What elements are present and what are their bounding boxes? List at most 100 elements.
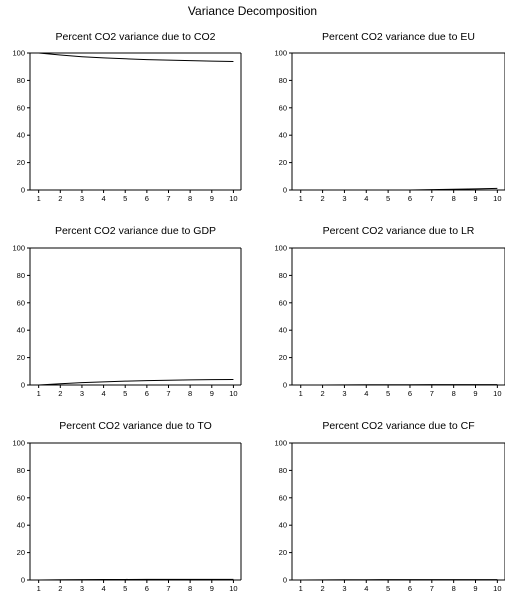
- x-tick-label: 4: [101, 194, 105, 203]
- y-tick-label: 40: [17, 131, 25, 140]
- y-tick-label: 100: [274, 49, 287, 58]
- y-tick-label: 80: [279, 466, 287, 475]
- x-tick-label: 6: [408, 194, 412, 203]
- y-tick-label: 0: [283, 576, 287, 585]
- x-tick-label: 5: [386, 584, 390, 592]
- y-tick-label: 100: [12, 49, 25, 58]
- x-tick-label: 5: [386, 389, 390, 398]
- x-tick-label: 10: [493, 584, 501, 592]
- x-tick-label: 6: [145, 584, 149, 592]
- x-tick-label: 7: [430, 389, 434, 398]
- x-tick-label: 10: [493, 389, 501, 398]
- x-tick-label: 9: [473, 389, 477, 398]
- y-tick-label: 20: [17, 548, 25, 557]
- series-line-1: [38, 52, 234, 62]
- panel-title: Percent CO2 variance due to EU: [322, 31, 475, 43]
- panel-title: Percent CO2 variance due to CF: [322, 420, 474, 432]
- x-tick-label: 1: [299, 389, 303, 398]
- y-tick-label: 60: [17, 298, 25, 307]
- y-tick-label: 20: [17, 353, 25, 362]
- x-tick-label: 9: [210, 584, 214, 592]
- x-tick-label: 6: [145, 194, 149, 203]
- x-tick-label: 1: [299, 584, 303, 592]
- x-tick-label: 7: [430, 194, 434, 203]
- y-tick-label: 60: [17, 103, 25, 112]
- x-tick-label: 6: [145, 389, 149, 398]
- x-tick-label: 6: [408, 389, 412, 398]
- chart-panel-1: Percent CO2 variance due to CO2 0 20 40 60 80…: [12, 31, 242, 203]
- x-tick-label: 7: [166, 389, 170, 398]
- x-tick-label: 10: [229, 389, 237, 398]
- y-tick-label: 40: [17, 521, 25, 530]
- x-tick-label: 7: [430, 584, 434, 592]
- chart-panel-5: Percent CO2 variance due to TO 0 20 40 60 80 1…: [12, 420, 242, 592]
- y-tick-label: 100: [274, 244, 287, 253]
- x-tick-label: 3: [342, 389, 346, 398]
- x-tick-label: 8: [188, 584, 192, 592]
- panel-title: Percent CO2 variance due to LR: [323, 225, 475, 237]
- x-tick-label: 9: [473, 194, 477, 203]
- x-tick-label: 8: [452, 584, 456, 592]
- x-tick-label: 2: [58, 584, 62, 592]
- y-tick-label: 0: [21, 576, 25, 585]
- x-tick-label: 5: [123, 389, 127, 398]
- x-tick-label: 2: [58, 389, 62, 398]
- x-tick-label: 3: [342, 584, 346, 592]
- x-tick-label: 7: [166, 584, 170, 592]
- y-tick-label: 60: [279, 103, 287, 112]
- series-line-1: [38, 379, 234, 386]
- series-line-1: [300, 187, 498, 191]
- panel-title: Percent CO2 variance due to TO: [59, 420, 212, 432]
- x-tick-label: 9: [210, 194, 214, 203]
- x-tick-label: 1: [37, 584, 41, 592]
- y-tick-label: 0: [21, 381, 25, 390]
- y-tick-label: 40: [17, 326, 25, 335]
- x-tick-label: 3: [80, 584, 84, 592]
- y-tick-label: 100: [12, 244, 25, 253]
- y-tick-label: 60: [279, 298, 287, 307]
- y-tick-label: 40: [279, 131, 287, 140]
- y-tick-label: 20: [279, 548, 287, 557]
- x-tick-label: 5: [386, 194, 390, 203]
- y-tick-label: 80: [279, 271, 287, 280]
- x-tick-label: 4: [364, 194, 368, 203]
- y-tick-label: 40: [279, 521, 287, 530]
- series-line-1: [38, 578, 234, 581]
- x-tick-label: 1: [299, 194, 303, 203]
- y-tick-label: 20: [279, 158, 287, 167]
- x-tick-label: 4: [101, 584, 105, 592]
- panel-title: Percent CO2 variance due to CO2: [56, 31, 216, 43]
- y-tick-label: 20: [279, 353, 287, 362]
- y-tick-label: 80: [17, 76, 25, 85]
- chart-panel-2: Percent CO2 variance due to EU 0 20 40 60 80 1…: [274, 31, 505, 203]
- y-tick-label: 60: [279, 493, 287, 502]
- y-tick-label: 20: [17, 158, 25, 167]
- y-tick-label: 100: [274, 439, 287, 448]
- x-tick-label: 5: [123, 584, 127, 592]
- y-tick-label: 0: [21, 186, 25, 195]
- x-tick-label: 1: [37, 194, 41, 203]
- y-tick-label: 60: [17, 493, 25, 502]
- x-tick-label: 8: [452, 389, 456, 398]
- panel-title: Percent CO2 variance due to GDP: [55, 225, 216, 237]
- y-tick-label: 0: [283, 186, 287, 195]
- x-tick-label: 10: [493, 194, 501, 203]
- x-tick-label: 2: [58, 194, 62, 203]
- y-tick-label: 80: [17, 466, 25, 475]
- x-tick-label: 4: [101, 389, 105, 398]
- y-tick-label: 0: [283, 381, 287, 390]
- x-tick-label: 3: [342, 194, 346, 203]
- y-tick-label: 80: [17, 271, 25, 280]
- x-tick-label: 4: [364, 389, 368, 398]
- figure-title: Variance Decomposition: [187, 4, 318, 18]
- x-tick-label: 5: [123, 194, 127, 203]
- y-tick-label: 80: [279, 76, 287, 85]
- x-tick-label: 9: [473, 584, 477, 592]
- x-tick-label: 3: [80, 194, 84, 203]
- x-tick-label: 2: [320, 584, 324, 592]
- x-tick-label: 1: [37, 389, 41, 398]
- y-tick-label: 100: [12, 439, 25, 448]
- x-tick-label: 10: [229, 584, 237, 592]
